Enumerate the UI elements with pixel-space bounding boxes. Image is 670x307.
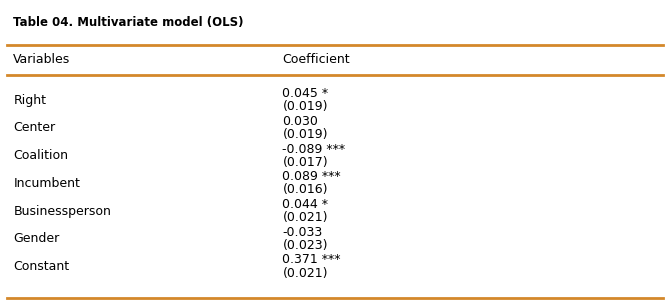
Text: Businessperson: Businessperson bbox=[13, 204, 111, 218]
Text: 0.371 ***: 0.371 *** bbox=[283, 254, 341, 266]
Text: Variables: Variables bbox=[13, 53, 70, 66]
Text: (0.021): (0.021) bbox=[283, 211, 328, 224]
Text: -0.033: -0.033 bbox=[283, 226, 323, 239]
Text: Center: Center bbox=[13, 122, 56, 134]
Text: 0.044 *: 0.044 * bbox=[283, 198, 328, 211]
Text: Coalition: Coalition bbox=[13, 149, 68, 162]
Text: 0.045 *: 0.045 * bbox=[283, 87, 328, 100]
Text: 0.089 ***: 0.089 *** bbox=[283, 170, 341, 183]
Text: Coefficient: Coefficient bbox=[283, 53, 350, 66]
Text: Table 04. Multivariate model (OLS): Table 04. Multivariate model (OLS) bbox=[13, 16, 244, 29]
Text: (0.016): (0.016) bbox=[283, 184, 328, 196]
Text: (0.019): (0.019) bbox=[283, 128, 328, 141]
Text: Incumbent: Incumbent bbox=[13, 177, 80, 190]
Text: (0.019): (0.019) bbox=[283, 100, 328, 113]
Text: (0.017): (0.017) bbox=[283, 156, 328, 169]
Text: -0.089 ***: -0.089 *** bbox=[283, 142, 346, 156]
Text: Gender: Gender bbox=[13, 232, 60, 245]
Text: Constant: Constant bbox=[13, 260, 70, 273]
Text: (0.023): (0.023) bbox=[283, 239, 328, 252]
Text: 0.030: 0.030 bbox=[283, 115, 318, 128]
Text: Right: Right bbox=[13, 94, 46, 107]
Text: (0.021): (0.021) bbox=[283, 267, 328, 280]
